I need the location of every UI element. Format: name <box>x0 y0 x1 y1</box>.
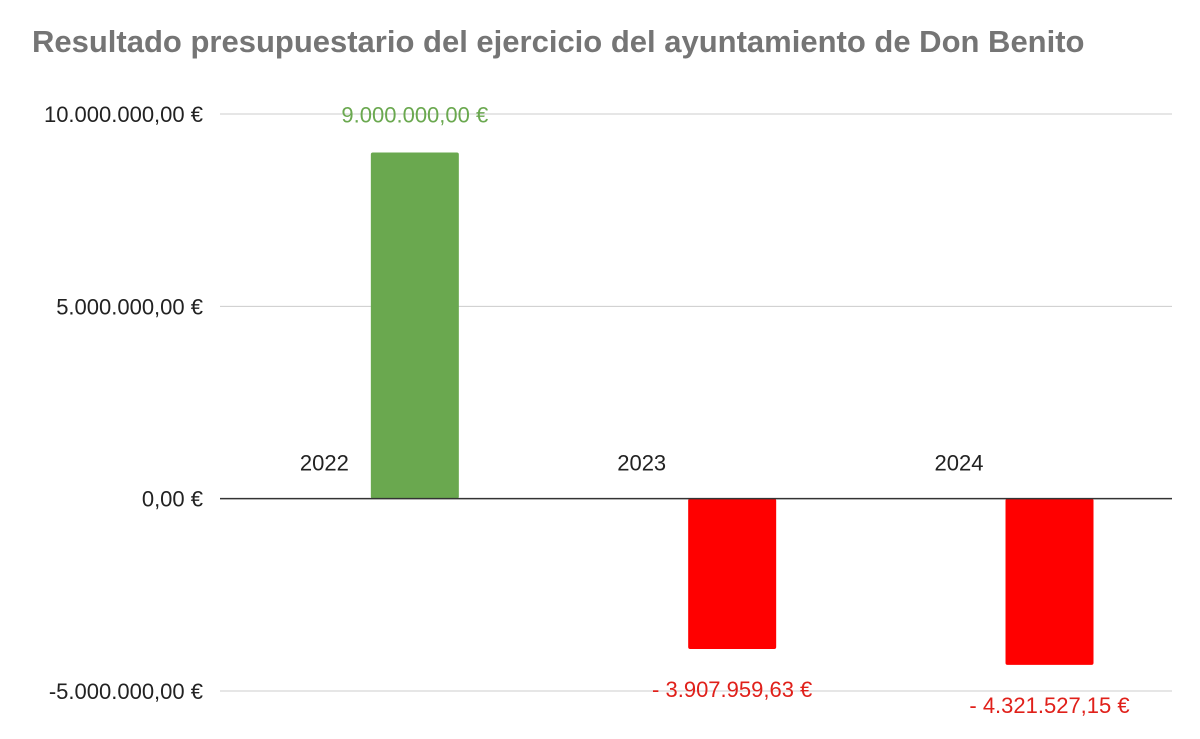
y-tick-label: 5.000.000,00 € <box>56 294 203 319</box>
bar <box>688 498 777 649</box>
bar <box>1005 498 1094 665</box>
y-tick-label: -5.000.000,00 € <box>49 679 203 704</box>
y-tick-label: 0,00 € <box>142 487 203 512</box>
data-label: - 4.321.527,15 € <box>969 693 1129 718</box>
x-category-label: 2024 <box>935 451 984 476</box>
y-tick-label: 10.000.000,00 € <box>44 102 203 127</box>
chart-title: Resultado presupuestario del ejercicio d… <box>32 24 1085 59</box>
bar <box>370 152 459 499</box>
data-label: 9.000.000,00 € <box>341 102 488 127</box>
x-category-label: 2022 <box>300 451 349 476</box>
data-label: - 3.907.959,63 € <box>652 677 812 702</box>
x-category-label: 2023 <box>617 451 666 476</box>
